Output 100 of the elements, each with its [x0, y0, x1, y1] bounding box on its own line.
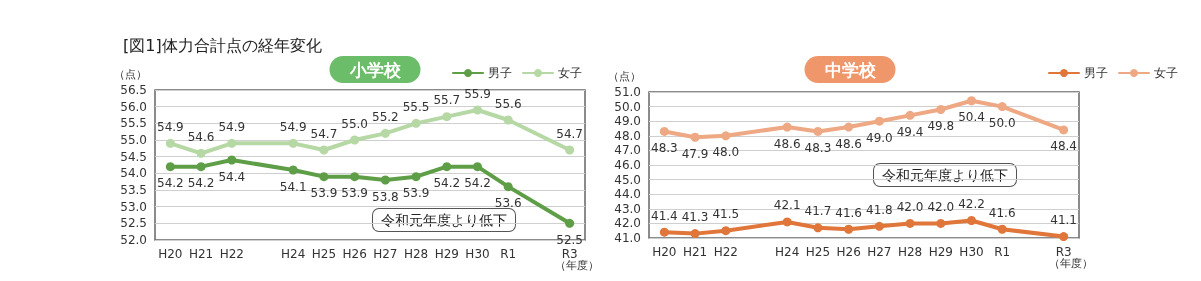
point	[503, 115, 513, 125]
point	[936, 105, 946, 115]
x-tick-label: H25	[805, 245, 831, 259]
y-tick-label: 53.0	[120, 199, 147, 214]
point	[411, 118, 421, 128]
point	[905, 110, 915, 120]
point	[350, 135, 360, 145]
y-tick-label: 56.5	[120, 83, 147, 97]
x-tick-label: H27	[373, 247, 398, 261]
data-label: 42.0	[927, 199, 955, 214]
data-label: 53.6	[494, 196, 522, 211]
data-label: 54.2	[464, 176, 491, 191]
point	[565, 145, 575, 155]
data-label: 41.7	[804, 204, 832, 219]
x-tick-label: H30	[959, 245, 984, 259]
data-label: 54.6	[187, 129, 215, 144]
point	[659, 227, 669, 237]
data-label: 47.9	[681, 146, 709, 161]
data-label: 48.6	[773, 136, 801, 151]
legend-label: 女子	[1154, 66, 1178, 80]
point	[319, 145, 329, 155]
point	[721, 131, 731, 141]
x-tick-label: H22	[219, 247, 244, 261]
data-label: 54.1	[279, 179, 307, 194]
point	[442, 162, 452, 172]
point	[288, 138, 298, 148]
data-label: 55.2	[372, 109, 399, 124]
x-tick-label: H20	[652, 245, 677, 259]
point	[165, 138, 175, 148]
x-tick-label: R1	[500, 247, 517, 261]
data-label: 53.8	[372, 189, 399, 204]
y-tick-label: 56.0	[120, 99, 147, 114]
x-tick-label: H20	[158, 247, 183, 261]
y-tick-label: 46.0	[614, 158, 641, 172]
point	[196, 148, 206, 158]
legend-label: 男子	[1084, 66, 1108, 80]
point	[565, 218, 575, 228]
point	[196, 162, 206, 172]
point	[782, 122, 792, 132]
point	[319, 172, 329, 182]
data-label: 54.2	[433, 176, 461, 191]
data-label: 42.2	[958, 196, 985, 211]
data-label: 41.5	[712, 207, 740, 222]
y-tick-label: 52.5	[120, 216, 147, 231]
point	[1059, 125, 1069, 135]
y-tick-label: 55.5	[120, 116, 147, 131]
x-tick-label: H29	[928, 245, 953, 259]
y-tick-label: 54.5	[120, 149, 147, 164]
data-label: 41.4	[651, 208, 678, 223]
x-tick-label: H29	[434, 247, 459, 261]
point	[813, 223, 823, 233]
point	[411, 172, 421, 182]
data-label: 48.6	[835, 136, 862, 151]
y-tick-label: 49.0	[614, 114, 641, 129]
data-label: 55.5	[402, 99, 430, 114]
data-label: 49.0	[866, 130, 893, 145]
point	[350, 172, 360, 182]
y-tick-label: 47.0	[614, 143, 641, 158]
point	[659, 126, 669, 136]
x-tick-label: H24	[775, 245, 800, 259]
point	[967, 96, 976, 106]
x-tick-label: H28	[403, 247, 429, 261]
data-label: 50.4	[958, 110, 985, 125]
data-label: 54.7	[556, 126, 583, 141]
data-label: 54.2	[157, 176, 184, 191]
x-tick-label: H28	[897, 245, 923, 259]
y-tick-label: 41.0	[614, 231, 641, 245]
x-tick-label: R3	[1055, 245, 1072, 259]
data-label: 54.9	[157, 119, 184, 134]
data-label: 54.2	[187, 176, 215, 191]
y-tick-label: 43.0	[614, 201, 641, 216]
x-tick-label: H24	[281, 247, 306, 261]
y-axis-title: （点）	[608, 70, 641, 83]
point	[165, 162, 175, 172]
data-label: 50.0	[988, 116, 1016, 131]
point	[844, 224, 854, 234]
point	[503, 182, 513, 192]
data-label: 54.9	[279, 119, 307, 134]
point	[473, 162, 482, 172]
point	[1059, 232, 1069, 242]
x-tick-label: H26	[342, 247, 367, 261]
point	[782, 217, 792, 227]
chart-title: [図1]体力合計点の経年変化	[123, 35, 322, 55]
x-tick-label: H21	[188, 247, 214, 261]
point	[813, 126, 823, 136]
data-label: 41.8	[866, 202, 893, 217]
data-label: 48.4	[1050, 139, 1077, 154]
data-label: 41.1	[1050, 213, 1077, 228]
data-label: 54.4	[218, 169, 246, 184]
point	[227, 155, 237, 165]
data-label: 42.1	[773, 198, 801, 213]
point	[380, 128, 390, 138]
data-label: 54.9	[218, 119, 246, 134]
data-label: 42.0	[896, 199, 924, 214]
legend-label: 男子	[488, 66, 512, 80]
x-tick-label: H21	[682, 245, 708, 259]
point	[997, 224, 1007, 234]
data-label: 48.3	[804, 140, 832, 155]
data-label: 55.6	[494, 96, 522, 111]
data-label: 53.9	[341, 186, 368, 201]
